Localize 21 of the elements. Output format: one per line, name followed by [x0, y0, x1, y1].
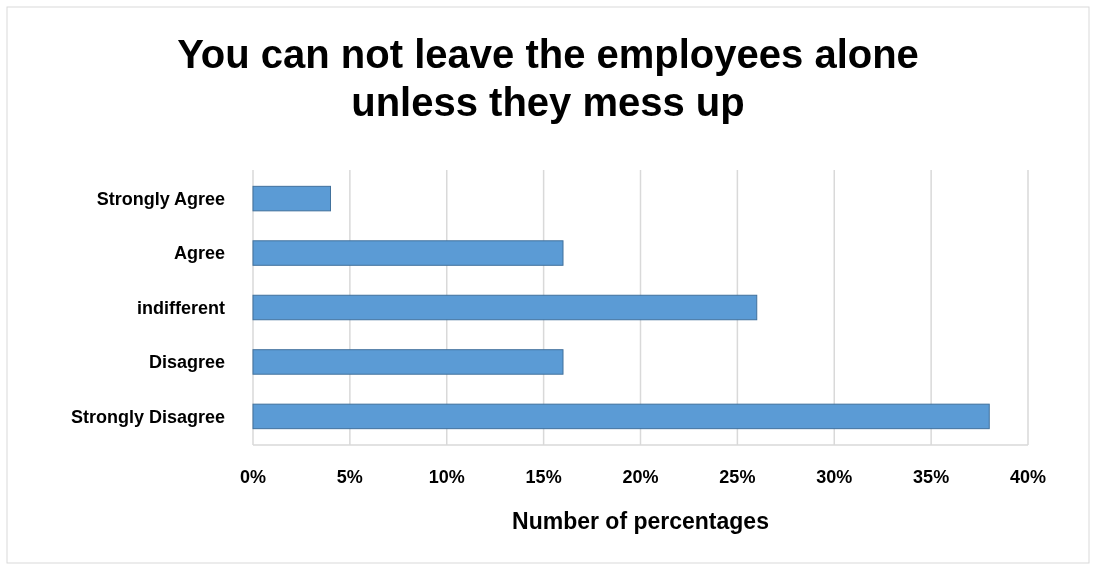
x-tick-label: 25% [719, 467, 756, 487]
x-tick-label: 10% [428, 467, 465, 487]
y-tick-label: Strongly Agree [96, 188, 225, 209]
bar [252, 349, 564, 375]
x-tick-label: 15% [525, 467, 562, 487]
x-tick-label: 5% [336, 467, 363, 487]
x-tick-label: 30% [816, 467, 853, 487]
y-tick-label: indifferent [137, 297, 225, 318]
x-tick-label: 40% [1009, 467, 1047, 487]
x-tick-label: 20% [622, 467, 659, 487]
x-tick-label: 0% [239, 467, 267, 487]
x-axis-title: Number of percentages [512, 508, 769, 534]
y-tick-label: Disagree [148, 352, 225, 373]
chart-title: You can not leave the employees alone unless they mess up [177, 32, 919, 124]
x-tick-label: 35% [913, 467, 950, 487]
y-tick-label: Agree [173, 243, 225, 264]
bar [252, 294, 758, 321]
bar [252, 185, 331, 212]
bar [252, 240, 564, 266]
bar [252, 403, 990, 430]
y-tick-label: Strongly Disagree [70, 406, 225, 427]
